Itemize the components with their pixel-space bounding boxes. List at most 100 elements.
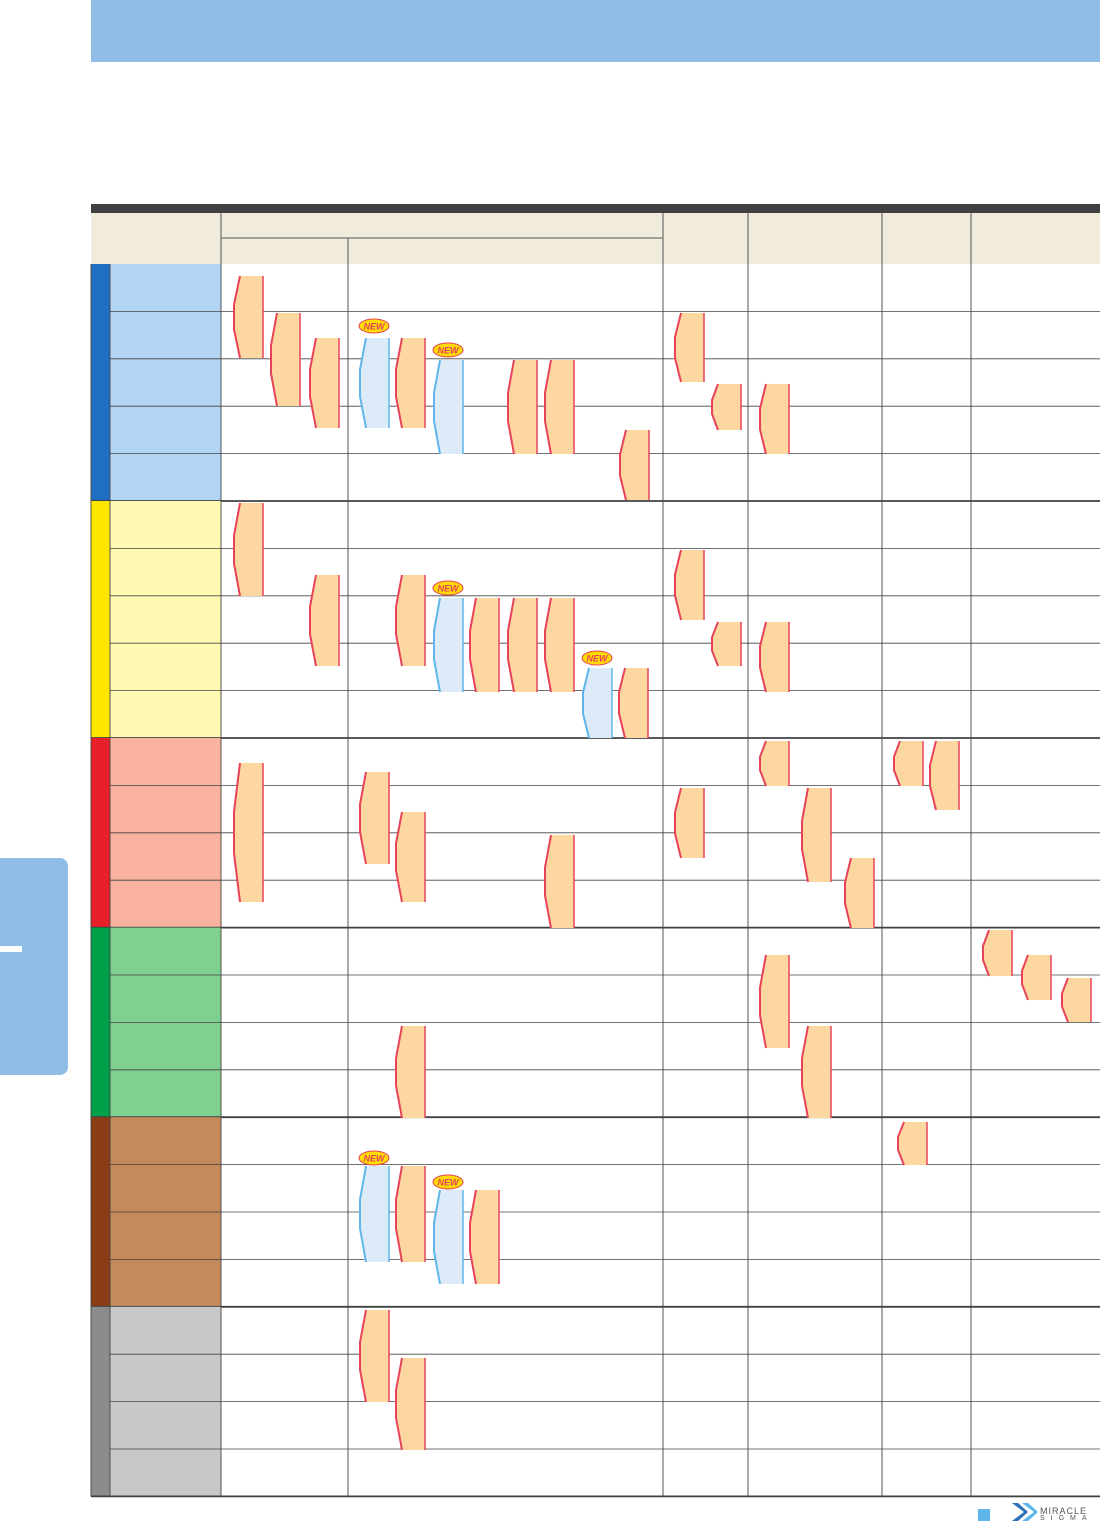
tool-range	[396, 338, 425, 428]
side-tab-notch	[0, 946, 22, 952]
tool-range	[983, 930, 1012, 976]
tool-range	[545, 835, 574, 928]
tool-range	[619, 668, 648, 738]
new-tool-range	[583, 668, 612, 738]
tool-range-edge	[618, 667, 626, 739]
new-badge-icon	[432, 342, 464, 358]
tool-range	[930, 741, 959, 810]
tool-range	[396, 1166, 425, 1262]
material-cell	[110, 738, 221, 786]
new-badge-label: NEW	[438, 584, 461, 594]
group-color-bar	[91, 927, 110, 1118]
tool-range-edge	[711, 621, 719, 667]
new-badge-icon	[432, 1174, 464, 1190]
tool-range	[712, 384, 741, 430]
material-cell	[110, 880, 221, 928]
new-badge-icon	[358, 1150, 390, 1166]
new-badge-icon	[432, 580, 464, 596]
tool-range	[894, 741, 923, 786]
new-tool-range	[360, 338, 389, 428]
tool-range-edge	[759, 740, 767, 787]
tool-range	[508, 360, 537, 454]
material-cell	[110, 927, 221, 975]
page-header-band	[91, 0, 1100, 62]
table-top-rule	[91, 204, 1100, 213]
new-badge-label: NEW	[364, 1154, 387, 1164]
tool-range	[760, 955, 789, 1048]
tool-range	[675, 313, 704, 382]
tool-range-edge	[233, 762, 241, 903]
tool-range-edge	[929, 740, 937, 811]
tool-range	[470, 1190, 499, 1284]
tool-range-edge	[982, 929, 990, 977]
tool-range-edge	[507, 359, 515, 455]
table-header	[91, 207, 1100, 264]
tool-range	[760, 384, 789, 454]
tool-range-edge	[801, 787, 809, 883]
tool-range-edge	[711, 383, 719, 431]
group-color-bar	[91, 1117, 110, 1307]
tool-range-edge	[469, 597, 477, 693]
tool-range	[396, 575, 425, 666]
group-color-bar	[91, 738, 110, 928]
material-cell	[110, 643, 221, 691]
tool-range-edge	[674, 787, 682, 859]
material-cell	[110, 1117, 221, 1165]
tool-range-edge	[893, 740, 901, 787]
tool-range	[360, 772, 389, 864]
tool-range-edge	[507, 597, 515, 693]
tool-range	[620, 430, 649, 500]
tool-range	[898, 1122, 927, 1165]
material-cell	[110, 501, 221, 549]
tool-range-edge	[359, 1309, 367, 1403]
material-cell	[110, 1354, 221, 1402]
page-marker	[978, 1509, 990, 1521]
material-cell	[110, 1306, 221, 1355]
tool-range	[845, 858, 874, 928]
new-badge-icon	[358, 318, 390, 334]
material-cell	[110, 1069, 221, 1118]
material-cell	[110, 453, 221, 501]
tool-range-edge	[309, 337, 317, 429]
material-cell	[110, 1164, 221, 1212]
material-cell	[110, 785, 221, 833]
tool-range-edge	[801, 1025, 809, 1119]
tool-range-edge	[395, 811, 403, 903]
tool-range-edge	[433, 1189, 441, 1285]
tool-range-edge	[395, 1165, 403, 1263]
tool-range	[675, 550, 704, 620]
tool-range-edge	[1061, 977, 1069, 1023]
tool-range-edge	[309, 574, 317, 667]
tool-range-edge	[844, 857, 852, 929]
new-badge-label: NEW	[438, 1178, 461, 1188]
tool-range	[310, 575, 339, 666]
tool-range-edge	[1021, 954, 1029, 1001]
material-cell	[110, 311, 221, 359]
material-cell	[110, 358, 221, 407]
tool-range	[396, 1358, 425, 1450]
tool-range-edge	[433, 359, 441, 455]
tool-range	[396, 1026, 425, 1118]
tool-range	[545, 598, 574, 692]
tool-range-edge	[233, 502, 241, 597]
tool-range-edge	[897, 1121, 905, 1166]
tool-range	[271, 313, 300, 406]
new-badge-label: NEW	[438, 346, 461, 356]
material-cell	[110, 832, 221, 881]
tool-range	[802, 1026, 831, 1118]
new-tool-range	[434, 360, 463, 454]
material-cell	[110, 1022, 221, 1070]
material-cell	[110, 264, 221, 312]
new-badge-label: NEW	[587, 654, 610, 664]
tool-range	[1022, 955, 1051, 1000]
new-badge-label: NEW	[364, 322, 387, 332]
material-cell	[110, 1449, 221, 1497]
tool-range	[760, 741, 789, 786]
tool-range-edge	[359, 1165, 367, 1263]
tool-range-edge	[619, 429, 627, 501]
tool-range	[760, 622, 789, 692]
tool-range	[802, 788, 831, 882]
tool-range-edge	[582, 667, 590, 739]
tool-range-edge	[395, 574, 403, 667]
tool-range-edge	[544, 359, 552, 455]
